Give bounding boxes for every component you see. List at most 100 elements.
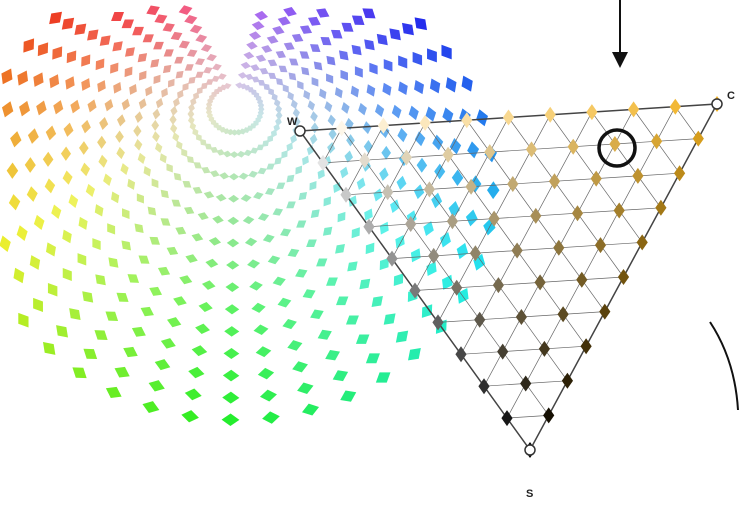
swatch — [257, 79, 266, 86]
swatch — [247, 259, 261, 269]
swatch — [297, 382, 314, 394]
swatch — [94, 204, 104, 217]
swatch — [275, 50, 287, 59]
swatch — [222, 391, 240, 404]
swatch — [383, 59, 393, 72]
swatch — [228, 173, 240, 181]
swatch — [51, 204, 62, 219]
swatch — [206, 53, 217, 62]
swatch — [274, 157, 282, 165]
swatch — [292, 107, 300, 118]
swatch — [248, 31, 262, 40]
swatch — [137, 152, 146, 164]
swatch — [371, 296, 383, 307]
swatch — [362, 8, 376, 19]
grid-line — [675, 106, 699, 139]
swatch — [150, 59, 160, 68]
swatch — [400, 149, 412, 166]
swatch — [398, 55, 408, 69]
swatch — [580, 338, 592, 355]
swatch — [351, 44, 362, 56]
swatch — [181, 148, 188, 158]
swatch — [553, 239, 565, 256]
swatch — [138, 255, 150, 264]
swatch — [167, 317, 182, 328]
swatch — [33, 214, 45, 230]
swatch — [561, 372, 573, 389]
swatch — [307, 100, 316, 111]
swatch — [99, 35, 111, 46]
swatch — [432, 314, 444, 331]
swatch — [301, 403, 320, 416]
swatch — [488, 210, 500, 227]
swatch — [327, 114, 336, 127]
swatch — [174, 56, 184, 64]
swatch — [36, 100, 47, 116]
swatch — [49, 11, 62, 25]
swatch — [382, 184, 394, 201]
swatch — [410, 248, 421, 263]
swatch — [162, 64, 172, 74]
swatch — [238, 172, 249, 180]
swatch — [18, 312, 29, 328]
swatch — [272, 208, 284, 216]
swatch — [347, 261, 358, 272]
swatch — [154, 142, 163, 153]
swatch — [253, 191, 264, 200]
swatch — [445, 77, 457, 93]
swatch — [335, 244, 345, 254]
swatch — [375, 372, 391, 383]
swatch — [590, 170, 602, 187]
swatch — [467, 141, 480, 159]
swatch — [345, 315, 359, 325]
swatch — [145, 85, 153, 97]
swatch — [19, 100, 30, 117]
swatch — [409, 282, 421, 299]
swatch — [211, 63, 222, 71]
swatch — [262, 411, 280, 424]
swatch — [226, 260, 240, 270]
swatch — [107, 223, 116, 235]
swatch — [166, 246, 179, 256]
swatch — [139, 70, 147, 81]
swatch — [188, 76, 196, 84]
swatch — [340, 166, 349, 179]
swatch — [310, 111, 318, 123]
swatch — [166, 163, 173, 173]
swatch — [69, 308, 81, 321]
swatch — [188, 103, 195, 113]
swatch — [160, 189, 169, 199]
swatch — [259, 67, 269, 75]
swatch — [217, 73, 227, 80]
swatch — [492, 277, 504, 294]
swatch — [451, 279, 463, 296]
swatch — [364, 39, 375, 51]
swatch — [112, 41, 123, 52]
swatch — [236, 150, 246, 158]
swatch — [302, 289, 316, 299]
swatch — [302, 155, 309, 166]
swatch — [23, 38, 35, 53]
swatch — [161, 87, 168, 98]
swatch — [362, 121, 372, 135]
swatch — [609, 136, 621, 152]
swatch — [221, 413, 240, 427]
swatch — [465, 178, 477, 195]
swatch — [178, 40, 190, 49]
swatch — [328, 128, 337, 140]
swatch — [47, 282, 58, 297]
swatch — [290, 99, 298, 110]
swatch — [632, 167, 644, 184]
swatch — [200, 44, 213, 52]
swatch — [171, 199, 181, 207]
swatch — [369, 62, 378, 75]
swatch — [160, 338, 176, 349]
swatch — [262, 234, 275, 243]
swatch — [511, 242, 523, 259]
swatch — [326, 55, 336, 66]
swatch — [170, 123, 178, 134]
swatch — [412, 51, 423, 66]
swatch — [240, 61, 251, 70]
swatch — [320, 37, 332, 46]
swatch — [405, 216, 417, 232]
